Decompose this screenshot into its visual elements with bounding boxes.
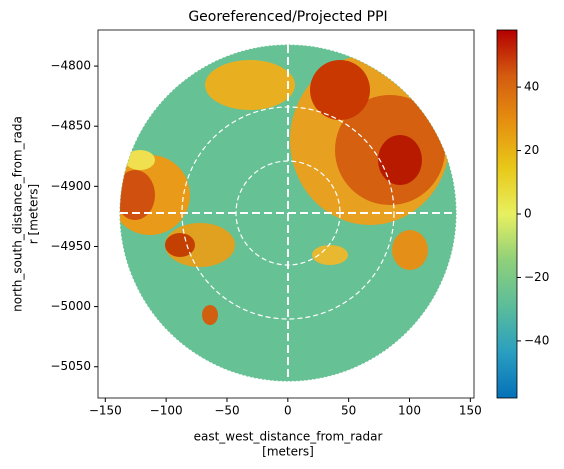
x-tick-label: −150	[89, 404, 122, 418]
x-axis-label: east_west_distance_from_radar	[194, 430, 383, 444]
colorbar	[496, 29, 518, 399]
chart-title: Georeferenced/Projected PPI	[188, 9, 387, 25]
x-tick-label: 0	[284, 404, 292, 418]
y-tick-label: −4850	[50, 119, 91, 133]
x-tick-label: 50	[341, 404, 356, 418]
colorbar-tick-label: 0	[524, 207, 532, 221]
echo	[125, 150, 155, 170]
echo	[205, 60, 295, 110]
echo	[392, 230, 428, 270]
echo	[310, 60, 370, 120]
y-tick-label: −5000	[50, 299, 91, 313]
x-axis-label: [meters]	[262, 445, 314, 459]
echo	[378, 135, 422, 185]
y-axis-label: north_south_distance_from_rada	[11, 116, 25, 312]
colorbar-tick-label: −40	[524, 333, 549, 347]
echo	[165, 233, 195, 257]
colorbar-tick-label: 20	[524, 143, 539, 157]
y-tick-label: −4950	[50, 239, 91, 253]
y-tick-label: −4800	[50, 59, 91, 73]
y-tick-label: −5050	[50, 359, 91, 373]
echoes	[120, 55, 450, 325]
colorbar-tick-label: 40	[524, 80, 539, 94]
radar-field	[119, 44, 457, 382]
y-axis-label: r [meters]	[27, 184, 41, 244]
plot-frame	[97, 29, 475, 399]
echo	[120, 170, 155, 220]
x-tick-label: −50	[214, 404, 239, 418]
colorbar-tick-label: −20	[524, 270, 549, 284]
echo	[202, 305, 218, 325]
x-tick-label: −100	[150, 404, 183, 418]
x-tick-label: 100	[398, 404, 421, 418]
y-tick-label: −4900	[50, 179, 91, 193]
x-tick-label: 150	[459, 404, 482, 418]
crosshair	[120, 45, 456, 381]
echo	[312, 245, 348, 265]
